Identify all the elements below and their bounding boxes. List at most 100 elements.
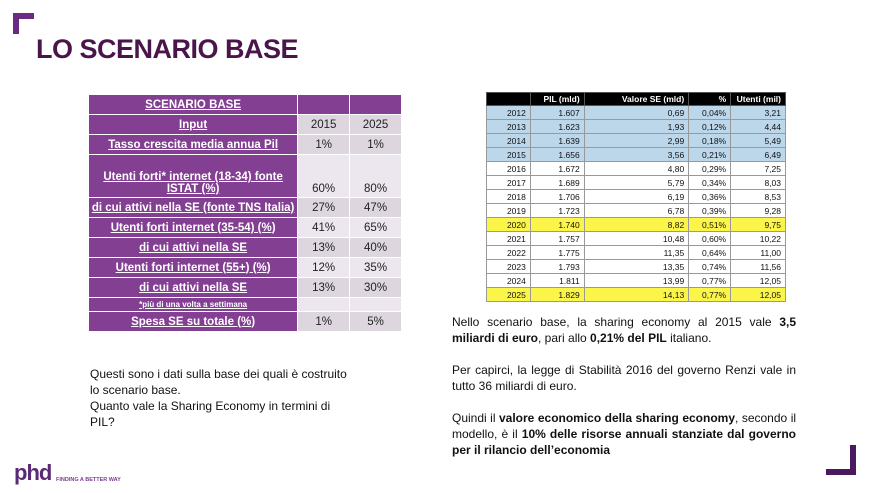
table-cell: 11,00 bbox=[730, 245, 786, 260]
cell-v2025: 80% bbox=[349, 154, 402, 198]
right-description: Nello scenario base, la sharing economy … bbox=[452, 314, 796, 458]
cell-v2025: 5% bbox=[349, 311, 402, 332]
table-cell: 0,34% bbox=[688, 175, 732, 190]
table-cell: 12,05 bbox=[730, 287, 786, 302]
table-cell: 4,80 bbox=[583, 161, 690, 176]
row-label: Utenti forti* internet (18-34) fonte IST… bbox=[87, 154, 299, 198]
cell-v2015: 60% bbox=[297, 154, 351, 198]
table-row: Utenti forti internet (35-54) (%) 41% 65% bbox=[87, 217, 402, 238]
row-label: Utenti forti internet (55+) (%) bbox=[87, 257, 299, 278]
table-cell: 1.672 bbox=[529, 161, 585, 176]
logo-tagline: FINDING A BETTER WAY bbox=[56, 477, 121, 483]
table-cell: 1.689 bbox=[529, 175, 585, 190]
table-cell: 5,49 bbox=[730, 133, 786, 148]
table-cell: 1.639 bbox=[529, 133, 585, 148]
table-cell: 4,44 bbox=[730, 119, 786, 134]
table-cell: 1.775 bbox=[529, 245, 585, 260]
cell-v2015: 27% bbox=[297, 197, 351, 218]
page-title: LO SCENARIO BASE bbox=[36, 34, 299, 64]
table-cell: 1.607 bbox=[529, 105, 585, 120]
table-row: 2013 1.623 1,93 0,12% 4,44 bbox=[486, 119, 786, 134]
corner-bracket-decoration bbox=[13, 13, 34, 34]
table-cell: 2018 bbox=[486, 189, 531, 204]
column-header: % bbox=[688, 92, 732, 106]
table-cell: 2019 bbox=[486, 203, 531, 218]
table-row: di cui attivi nella SE 13% 40% bbox=[87, 237, 402, 258]
table-cell: 2021 bbox=[486, 231, 531, 246]
table-cell: 0,64% bbox=[688, 245, 732, 260]
table-cell: 2016 bbox=[486, 161, 531, 176]
text: Nello scenario base, la sharing economy … bbox=[452, 315, 780, 329]
table-cell: 0,36% bbox=[688, 189, 732, 204]
text: Quindi il bbox=[452, 411, 499, 425]
table-cell: 6,49 bbox=[730, 147, 786, 162]
table-cell: 11,56 bbox=[730, 259, 786, 274]
table-cell: 0,69 bbox=[583, 105, 690, 120]
left-description: Questi sono i dati sulla base dei quali … bbox=[90, 366, 350, 430]
pil-data-table: PIL (mld) Valore SE (mld)% Utenti (mil) 201… bbox=[486, 92, 786, 302]
table-cell: 10,22 bbox=[730, 231, 786, 246]
table-cell: 0,60% bbox=[688, 231, 732, 246]
corner-bracket-decoration bbox=[826, 445, 856, 475]
table-row: 2020 1.740 8,82 0,51% 9,75 bbox=[486, 217, 786, 232]
highlight-text: 0,21% del PIL bbox=[590, 331, 667, 345]
table-cell: 1.656 bbox=[529, 147, 585, 162]
cell-v2025 bbox=[349, 297, 402, 312]
table-cell: 2012 bbox=[486, 105, 531, 120]
cell-v2015 bbox=[297, 297, 351, 312]
cell-v2025: 30% bbox=[349, 277, 402, 298]
table-cell: 1.757 bbox=[529, 231, 585, 246]
table-cell: 2013 bbox=[486, 119, 531, 134]
cell-v2025: 40% bbox=[349, 237, 402, 258]
table-row: 2018 1.706 6,19 0,36% 8,53 bbox=[486, 189, 786, 204]
cell-v2015: 13% bbox=[297, 237, 351, 258]
table-cell: 7,25 bbox=[730, 161, 786, 176]
table-row: di cui attivi nella SE 13% 30% bbox=[87, 277, 402, 298]
table-cell: 8,53 bbox=[730, 189, 786, 204]
cell-v2015: 41% bbox=[297, 217, 351, 238]
paragraph-1: Nello scenario base, la sharing economy … bbox=[452, 314, 796, 346]
table-row: Utenti forti internet (55+) (%) 12% 35% bbox=[87, 257, 402, 278]
table-cell: 0,51% bbox=[688, 217, 732, 232]
table-cell: 3,21 bbox=[730, 105, 786, 120]
description-line: Questi sono i dati sulla base dei quali … bbox=[90, 367, 347, 397]
table-cell: 2022 bbox=[486, 245, 531, 260]
table-cell: 2025 bbox=[486, 287, 531, 302]
table-cell: 6,78 bbox=[583, 203, 690, 218]
text: , secondo il modello, è il bbox=[452, 411, 797, 441]
table-row: Utenti forti* internet (18-34) fonte IST… bbox=[87, 154, 402, 198]
table-row: Spesa SE su totale (%) 1% 5% bbox=[87, 311, 402, 332]
table-cell: 9,75 bbox=[730, 217, 786, 232]
row-label: di cui attivi nella SE bbox=[87, 277, 299, 298]
table-cell: 5,79 bbox=[583, 175, 690, 190]
table-cell: 0,74% bbox=[688, 259, 732, 274]
text: , pari allo bbox=[538, 331, 591, 345]
table-row: 2016 1.672 4,80 0,29% 7,25 bbox=[486, 161, 786, 176]
table-cell: 0,77% bbox=[688, 287, 732, 302]
table-cell: 13,99 bbox=[583, 273, 690, 288]
row-label: Utenti forti internet (35-54) (%) bbox=[87, 217, 299, 238]
row-label: Spesa SE su totale (%) bbox=[87, 311, 299, 332]
column-header: 2015 bbox=[297, 114, 351, 135]
row-label: di cui attivi nella SE (fonte TNS Italia… bbox=[87, 197, 299, 218]
table-cell: 2023 bbox=[486, 259, 531, 274]
column-header: Valore SE (mld) bbox=[583, 92, 690, 106]
row-label: di cui attivi nella SE bbox=[87, 237, 299, 258]
table-cell: 2,99 bbox=[583, 133, 690, 148]
table-cell: 1.811 bbox=[529, 273, 585, 288]
table-row: 2017 1.689 5,79 0,34% 8,03 bbox=[486, 175, 786, 190]
text: italiano. bbox=[666, 331, 712, 345]
cell-v2025: 35% bbox=[349, 257, 402, 278]
table-cell: 0,12% bbox=[688, 119, 732, 134]
table-row: di cui attivi nella SE (fonte TNS Italia… bbox=[87, 197, 402, 218]
table-cell: 2014 bbox=[486, 133, 531, 148]
table-cell: 0,39% bbox=[688, 203, 732, 218]
table-cell: 10,48 bbox=[583, 231, 690, 246]
table-cell: 1.740 bbox=[529, 217, 585, 232]
table-cell: 0,04% bbox=[688, 105, 732, 120]
cell-v2025: 47% bbox=[349, 197, 402, 218]
table-cell: 1.706 bbox=[529, 189, 585, 204]
table-cell: 2020 bbox=[486, 217, 531, 232]
table-cell: 0,77% bbox=[688, 273, 732, 288]
table-cell: 8,82 bbox=[583, 217, 690, 232]
